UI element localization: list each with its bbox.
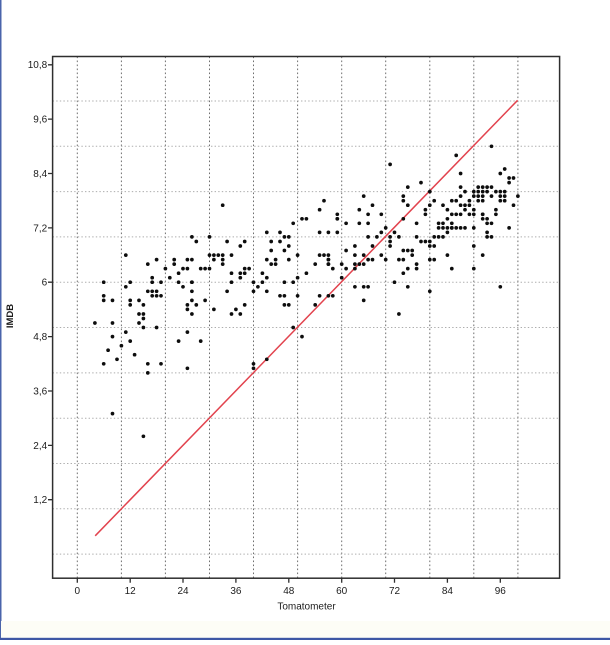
svg-text:8,4: 8,4 <box>33 169 47 180</box>
svg-text:24: 24 <box>177 586 189 597</box>
svg-text:9,6: 9,6 <box>33 115 47 126</box>
svg-text:1,2: 1,2 <box>33 495 47 506</box>
svg-text:72: 72 <box>389 586 401 597</box>
svg-text:10,8: 10,8 <box>28 60 48 71</box>
svg-text:12: 12 <box>125 586 137 597</box>
svg-text:84: 84 <box>442 586 454 597</box>
svg-text:60: 60 <box>336 586 348 597</box>
svg-text:IMDB: IMDB <box>5 304 16 328</box>
svg-text:96: 96 <box>495 586 507 597</box>
svg-text:2,4: 2,4 <box>33 441 47 452</box>
svg-text:3,6: 3,6 <box>33 387 47 398</box>
svg-text:48: 48 <box>283 586 295 597</box>
svg-text:Tomatometer: Tomatometer <box>277 601 336 612</box>
svg-text:4,8: 4,8 <box>33 332 47 343</box>
svg-text:36: 36 <box>230 586 242 597</box>
svg-text:0: 0 <box>75 586 81 597</box>
svg-text:6: 6 <box>42 278 48 289</box>
svg-text:7,2: 7,2 <box>33 223 47 234</box>
